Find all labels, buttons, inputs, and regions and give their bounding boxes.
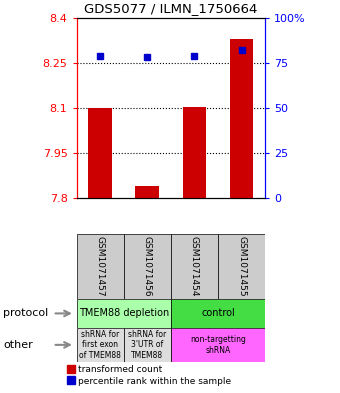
- Text: non-targetting
shRNA: non-targetting shRNA: [190, 335, 246, 354]
- Legend: transformed count, percentile rank within the sample: transformed count, percentile rank withi…: [64, 361, 235, 389]
- Bar: [124, 328, 171, 362]
- Bar: [76, 299, 171, 328]
- Bar: [76, 234, 124, 299]
- Text: GSM1071454: GSM1071454: [190, 236, 199, 296]
- Text: other: other: [3, 340, 33, 350]
- Text: control: control: [201, 309, 235, 318]
- Text: shRNA for
3'UTR of
TMEM88: shRNA for 3'UTR of TMEM88: [128, 330, 166, 360]
- Bar: [171, 299, 265, 328]
- Text: shRNA for
first exon
of TMEM88: shRNA for first exon of TMEM88: [79, 330, 121, 360]
- Bar: [230, 39, 253, 198]
- Text: protocol: protocol: [3, 309, 49, 318]
- Bar: [183, 107, 206, 198]
- Bar: [135, 186, 159, 198]
- Bar: [76, 328, 124, 362]
- Bar: [171, 328, 265, 362]
- Bar: [124, 234, 171, 299]
- Text: GSM1071456: GSM1071456: [143, 236, 152, 297]
- Text: GSM1071455: GSM1071455: [237, 236, 246, 297]
- Text: TMEM88 depletion: TMEM88 depletion: [79, 309, 169, 318]
- Bar: [88, 108, 112, 198]
- Title: GDS5077 / ILMN_1750664: GDS5077 / ILMN_1750664: [84, 2, 257, 15]
- Text: GSM1071457: GSM1071457: [96, 236, 105, 297]
- Bar: [171, 234, 218, 299]
- Bar: [218, 234, 265, 299]
